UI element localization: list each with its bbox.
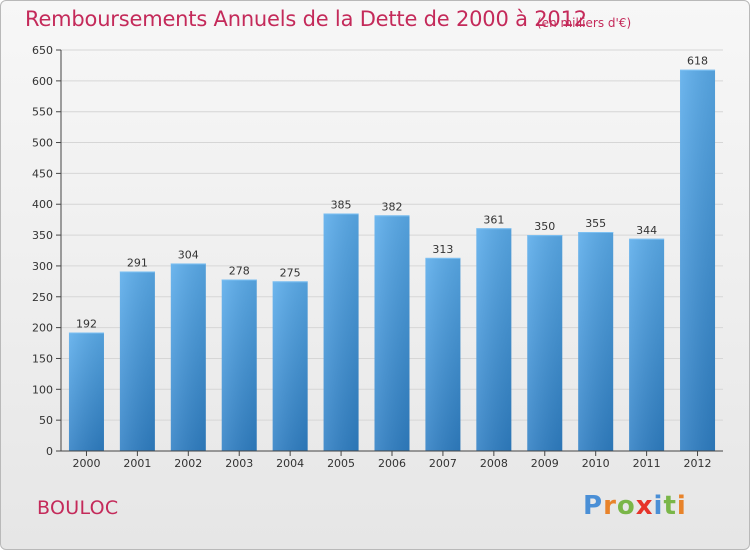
x-tick-label: 2010 (582, 457, 610, 470)
value-label: 344 (636, 224, 657, 237)
chart-subtitle: (en milliers d'€) (537, 16, 632, 30)
value-label: 350 (534, 220, 555, 233)
bar-shade (221, 279, 257, 451)
y-tick-label: 300 (32, 260, 53, 273)
x-tick-label: 2004 (276, 457, 304, 470)
bar-shade (476, 228, 512, 451)
x-tick-label: 2003 (225, 457, 253, 470)
x-tick-label: 2011 (633, 457, 661, 470)
logo-letter: x (635, 491, 654, 521)
x-tick-label: 2012 (684, 457, 712, 470)
value-label: 291 (127, 256, 148, 269)
y-tick-label: 650 (32, 44, 53, 57)
bar-shade (68, 332, 104, 451)
bar-shade (680, 69, 716, 451)
value-label: 275 (280, 266, 301, 279)
y-tick-label: 200 (32, 322, 53, 335)
value-label: 304 (178, 248, 199, 261)
bar-shade (578, 231, 614, 451)
logo-letter: t (663, 491, 677, 521)
x-tick-label: 2002 (174, 457, 202, 470)
bar-shade (374, 215, 410, 451)
x-tick-label: 2009 (531, 457, 559, 470)
logo-letter: i (653, 491, 664, 521)
bar-shade (425, 257, 461, 451)
bar-shade (170, 263, 206, 451)
y-tick-label: 550 (32, 106, 53, 119)
bar-shade (119, 271, 155, 451)
bar-shade (323, 213, 359, 451)
y-tick-label: 600 (32, 75, 53, 88)
axes (56, 49, 723, 456)
value-label: 192 (76, 318, 97, 331)
logo-letter: P (583, 491, 604, 521)
value-label: 361 (483, 213, 504, 226)
value-label: 355 (585, 217, 606, 230)
value-label: 313 (432, 243, 453, 256)
y-tick-label: 100 (32, 383, 53, 396)
value-label: 618 (687, 55, 708, 68)
logo-letter: o (616, 491, 636, 521)
value-label: 385 (331, 198, 352, 211)
y-tick-label: 350 (32, 229, 53, 242)
x-tick-label: 2007 (429, 457, 457, 470)
y-tick-label: 150 (32, 352, 53, 365)
logo-letter: i (676, 491, 687, 521)
x-tick-label: 2001 (123, 457, 151, 470)
proxiti-logo[interactable]: Proxiti (583, 491, 687, 521)
labels: 0 50 100 150 200 250 300 350 400 450 500 550 600 650 1… (32, 44, 712, 470)
logo-letter: r (603, 491, 617, 521)
x-tick-label: 2000 (72, 457, 100, 470)
commune-name: BOULOC (37, 497, 119, 519)
bar-shade (629, 238, 665, 451)
y-tick-label: 50 (39, 414, 53, 427)
x-tick-label: 2008 (480, 457, 508, 470)
y-tick-label: 400 (32, 198, 53, 211)
x-tick-label: 2006 (378, 457, 406, 470)
value-label: 382 (382, 200, 403, 213)
bar-shade (527, 235, 563, 451)
bar-shade (272, 281, 308, 451)
y-tick-label: 450 (32, 167, 53, 180)
bars (68, 69, 716, 451)
y-tick-label: 250 (32, 291, 53, 304)
y-tick-label: 0 (46, 445, 53, 458)
chart-title: Remboursements Annuels de la Dette de 20… (25, 7, 587, 31)
value-label: 278 (229, 264, 250, 277)
x-tick-label: 2005 (327, 457, 355, 470)
y-tick-label: 500 (32, 137, 53, 150)
